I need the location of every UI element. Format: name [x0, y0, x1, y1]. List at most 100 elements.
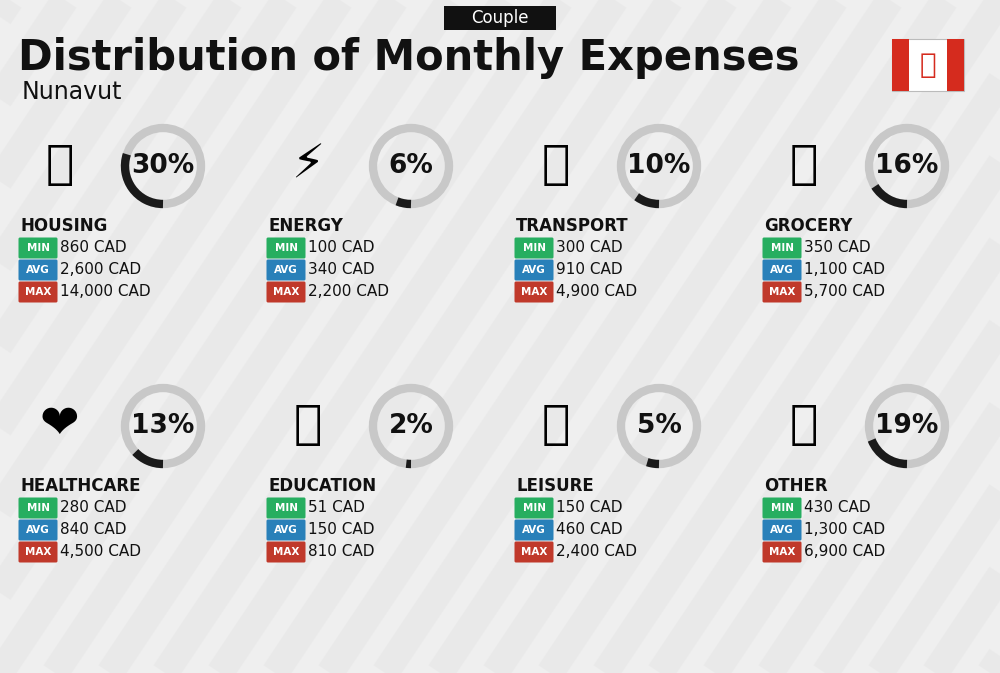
Text: MIN: MIN: [274, 243, 298, 253]
Text: 350 CAD: 350 CAD: [804, 240, 871, 256]
FancyBboxPatch shape: [763, 238, 802, 258]
Text: ⚡: ⚡: [291, 143, 325, 188]
Text: 100 CAD: 100 CAD: [308, 240, 374, 256]
FancyBboxPatch shape: [266, 281, 306, 302]
Text: MIN: MIN: [26, 503, 50, 513]
Text: HEALTHCARE: HEALTHCARE: [20, 477, 140, 495]
Text: GROCERY: GROCERY: [764, 217, 852, 235]
FancyBboxPatch shape: [763, 260, 802, 281]
Text: MIN: MIN: [26, 243, 50, 253]
Text: MAX: MAX: [769, 547, 795, 557]
FancyBboxPatch shape: [266, 497, 306, 518]
Text: AVG: AVG: [26, 525, 50, 535]
Text: 150 CAD: 150 CAD: [308, 522, 374, 538]
FancyBboxPatch shape: [266, 238, 306, 258]
Text: AVG: AVG: [770, 525, 794, 535]
FancyBboxPatch shape: [947, 39, 964, 91]
FancyBboxPatch shape: [444, 6, 556, 30]
Text: MAX: MAX: [273, 287, 299, 297]
FancyBboxPatch shape: [892, 39, 964, 91]
FancyBboxPatch shape: [266, 542, 306, 563]
FancyBboxPatch shape: [514, 260, 554, 281]
Text: 5%: 5%: [637, 413, 681, 439]
Text: 6%: 6%: [389, 153, 433, 179]
Text: 16%: 16%: [875, 153, 939, 179]
Text: 🛍️: 🛍️: [542, 404, 570, 448]
Text: 👛: 👛: [790, 404, 818, 448]
Text: 430 CAD: 430 CAD: [804, 501, 871, 516]
Text: MAX: MAX: [769, 287, 795, 297]
Text: 19%: 19%: [875, 413, 939, 439]
Text: HOUSING: HOUSING: [20, 217, 107, 235]
Text: MIN: MIN: [770, 503, 794, 513]
Text: 2,200 CAD: 2,200 CAD: [308, 285, 389, 299]
FancyBboxPatch shape: [514, 497, 554, 518]
FancyBboxPatch shape: [18, 281, 58, 302]
Text: 280 CAD: 280 CAD: [60, 501, 126, 516]
FancyBboxPatch shape: [266, 520, 306, 540]
Text: OTHER: OTHER: [764, 477, 828, 495]
Text: 🚌: 🚌: [542, 143, 570, 188]
Text: 4,500 CAD: 4,500 CAD: [60, 544, 141, 559]
Text: AVG: AVG: [26, 265, 50, 275]
Text: AVG: AVG: [770, 265, 794, 275]
Text: Nunavut: Nunavut: [22, 80, 122, 104]
FancyBboxPatch shape: [514, 542, 554, 563]
Text: MAX: MAX: [25, 547, 51, 557]
Text: 150 CAD: 150 CAD: [556, 501, 622, 516]
Text: LEISURE: LEISURE: [516, 477, 594, 495]
FancyBboxPatch shape: [763, 497, 802, 518]
Text: 30%: 30%: [131, 153, 195, 179]
Text: AVG: AVG: [522, 525, 546, 535]
Text: 🍁: 🍁: [920, 51, 936, 79]
Text: ENERGY: ENERGY: [268, 217, 343, 235]
Text: 460 CAD: 460 CAD: [556, 522, 623, 538]
FancyBboxPatch shape: [18, 497, 58, 518]
FancyBboxPatch shape: [514, 520, 554, 540]
Text: AVG: AVG: [274, 265, 298, 275]
Text: 840 CAD: 840 CAD: [60, 522, 126, 538]
FancyBboxPatch shape: [266, 260, 306, 281]
Text: 1,300 CAD: 1,300 CAD: [804, 522, 885, 538]
FancyBboxPatch shape: [514, 281, 554, 302]
FancyBboxPatch shape: [763, 520, 802, 540]
Text: 10%: 10%: [627, 153, 691, 179]
Text: Couple: Couple: [471, 9, 529, 27]
Text: Distribution of Monthly Expenses: Distribution of Monthly Expenses: [18, 37, 800, 79]
Text: 1,100 CAD: 1,100 CAD: [804, 262, 885, 277]
FancyBboxPatch shape: [18, 260, 58, 281]
Text: MIN: MIN: [522, 503, 546, 513]
Text: 860 CAD: 860 CAD: [60, 240, 127, 256]
Text: MIN: MIN: [770, 243, 794, 253]
Text: 2,400 CAD: 2,400 CAD: [556, 544, 637, 559]
Text: TRANSPORT: TRANSPORT: [516, 217, 629, 235]
Text: MAX: MAX: [273, 547, 299, 557]
Text: 4,900 CAD: 4,900 CAD: [556, 285, 637, 299]
Text: 6,900 CAD: 6,900 CAD: [804, 544, 885, 559]
Text: AVG: AVG: [274, 525, 298, 535]
Text: ❤️: ❤️: [40, 404, 80, 448]
Text: MIN: MIN: [274, 503, 298, 513]
Text: 🎓: 🎓: [294, 404, 322, 448]
Text: 🛒: 🛒: [790, 143, 818, 188]
Text: 2%: 2%: [389, 413, 433, 439]
FancyBboxPatch shape: [892, 39, 909, 91]
Text: MAX: MAX: [25, 287, 51, 297]
Text: 13%: 13%: [131, 413, 195, 439]
FancyBboxPatch shape: [763, 542, 802, 563]
Text: AVG: AVG: [522, 265, 546, 275]
Text: MAX: MAX: [521, 287, 547, 297]
Text: MIN: MIN: [522, 243, 546, 253]
Text: EDUCATION: EDUCATION: [268, 477, 376, 495]
FancyBboxPatch shape: [763, 281, 802, 302]
Text: 810 CAD: 810 CAD: [308, 544, 374, 559]
Text: 14,000 CAD: 14,000 CAD: [60, 285, 151, 299]
Text: 300 CAD: 300 CAD: [556, 240, 623, 256]
FancyBboxPatch shape: [18, 542, 58, 563]
Text: 5,700 CAD: 5,700 CAD: [804, 285, 885, 299]
Text: MAX: MAX: [521, 547, 547, 557]
Text: 910 CAD: 910 CAD: [556, 262, 623, 277]
Text: 2,600 CAD: 2,600 CAD: [60, 262, 141, 277]
Text: 340 CAD: 340 CAD: [308, 262, 375, 277]
Text: 🏙: 🏙: [46, 143, 74, 188]
